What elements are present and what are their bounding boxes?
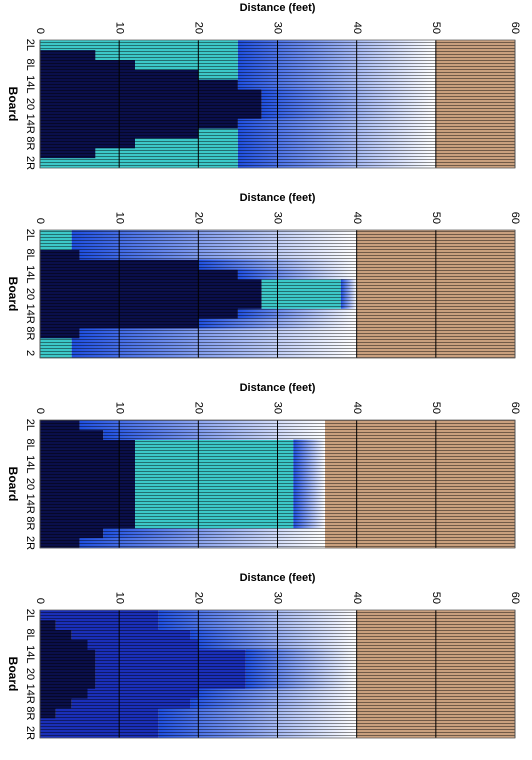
y-axis-label: Board	[6, 657, 20, 692]
y-tick-label: 20	[24, 98, 36, 110]
x-tick-label: 30	[272, 402, 284, 414]
y-tick-label: 8R	[24, 326, 36, 340]
y-tick-label: 8R	[24, 136, 36, 150]
x-tick-label: 50	[430, 402, 442, 414]
y-tick-label: 2L	[24, 419, 36, 431]
y-tick-label: 20	[24, 288, 36, 300]
x-tick-label: 20	[192, 212, 204, 224]
x-tick-label: 30	[272, 22, 284, 34]
x-tick-label: 30	[272, 212, 284, 224]
y-tick-label: 14R	[24, 114, 36, 134]
x-tick-label: 10	[113, 592, 125, 604]
x-tick-label: 10	[113, 402, 125, 414]
plot-frame	[39, 609, 516, 739]
x-tick-label: 0	[34, 28, 46, 34]
x-tick-label: 60	[509, 402, 521, 414]
chart-title: Distance (feet)	[240, 382, 316, 394]
y-tick-label: 2	[24, 350, 36, 356]
y-tick-label: 8R	[24, 516, 36, 530]
y-tick-label: 14L	[24, 645, 36, 663]
y-tick-label: 14L	[24, 75, 36, 93]
plot-frame	[39, 229, 516, 359]
y-axis-label: Board	[6, 277, 20, 312]
y-tick-label: 14L	[24, 265, 36, 283]
x-tick-label: 0	[34, 408, 46, 414]
x-tick-label: 40	[351, 22, 363, 34]
x-tick-label: 50	[430, 592, 442, 604]
y-tick-label: 2L	[24, 609, 36, 621]
y-tick-label: 14R	[24, 684, 36, 704]
x-tick-label: 20	[192, 402, 204, 414]
x-tick-label: 60	[509, 212, 521, 224]
y-tick-label: 2L	[24, 229, 36, 241]
x-tick-label: 40	[351, 212, 363, 224]
chart-title: Distance (feet)	[240, 192, 316, 204]
plot-frame	[39, 39, 516, 169]
y-tick-label: 8L	[24, 438, 36, 450]
y-tick-label: 8R	[24, 706, 36, 720]
y-axis-label: Board	[6, 87, 20, 122]
x-tick-label: 40	[351, 402, 363, 414]
x-tick-label: 30	[272, 592, 284, 604]
x-tick-label: 0	[34, 598, 46, 604]
y-tick-label: 8L	[24, 58, 36, 70]
y-tick-label: 2R	[24, 156, 36, 170]
y-tick-label: 8L	[24, 248, 36, 260]
x-tick-label: 60	[509, 22, 521, 34]
x-tick-label: 50	[430, 212, 442, 224]
x-tick-label: 50	[430, 22, 442, 34]
y-tick-label: 20	[24, 668, 36, 680]
x-tick-label: 20	[192, 592, 204, 604]
x-tick-label: 0	[34, 218, 46, 224]
y-tick-label: 2L	[24, 39, 36, 51]
y-tick-label: 2R	[24, 536, 36, 550]
y-tick-label: 2R	[24, 726, 36, 740]
x-tick-label: 40	[351, 592, 363, 604]
chart-title: Distance (feet)	[240, 572, 316, 584]
x-tick-label: 10	[113, 22, 125, 34]
y-tick-label: 8L	[24, 628, 36, 640]
x-tick-label: 10	[113, 212, 125, 224]
x-tick-label: 20	[192, 22, 204, 34]
plot-frame	[39, 419, 516, 549]
y-tick-label: 14R	[24, 304, 36, 324]
y-tick-label: 14R	[24, 494, 36, 514]
x-tick-label: 60	[509, 592, 521, 604]
chart-title: Distance (feet)	[240, 2, 316, 14]
y-tick-label: 20	[24, 478, 36, 490]
y-axis-label: Board	[6, 467, 20, 502]
y-tick-label: 14L	[24, 455, 36, 473]
